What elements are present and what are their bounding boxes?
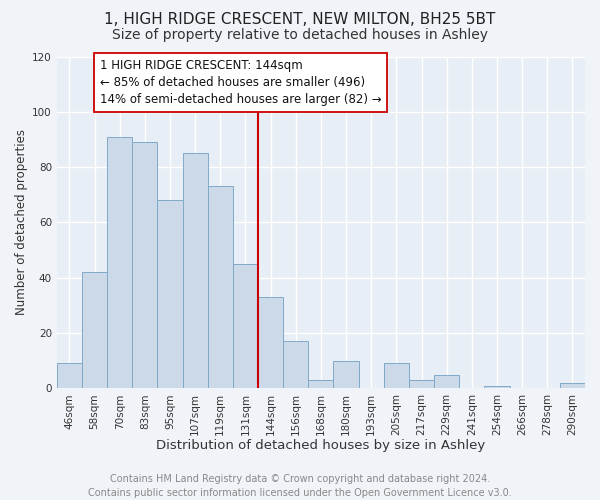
Bar [308,380,334,388]
Bar [182,154,208,388]
Bar [334,360,359,388]
Bar [409,380,434,388]
Text: 1, HIGH RIDGE CRESCENT, NEW MILTON, BH25 5BT: 1, HIGH RIDGE CRESCENT, NEW MILTON, BH25… [104,12,496,28]
Bar [560,383,585,388]
Bar [484,386,509,388]
Bar [434,374,459,388]
Bar [132,142,157,388]
Text: Contains HM Land Registry data © Crown copyright and database right 2024.
Contai: Contains HM Land Registry data © Crown c… [88,474,512,498]
Bar [233,264,258,388]
Bar [57,364,82,388]
Bar [384,364,409,388]
Bar [82,272,107,388]
Bar [208,186,233,388]
Text: Size of property relative to detached houses in Ashley: Size of property relative to detached ho… [112,28,488,42]
X-axis label: Distribution of detached houses by size in Ashley: Distribution of detached houses by size … [156,440,485,452]
Bar [157,200,182,388]
Bar [283,342,308,388]
Y-axis label: Number of detached properties: Number of detached properties [15,130,28,316]
Text: 1 HIGH RIDGE CRESCENT: 144sqm
← 85% of detached houses are smaller (496)
14% of : 1 HIGH RIDGE CRESCENT: 144sqm ← 85% of d… [100,60,381,106]
Bar [258,297,283,388]
Bar [107,136,132,388]
